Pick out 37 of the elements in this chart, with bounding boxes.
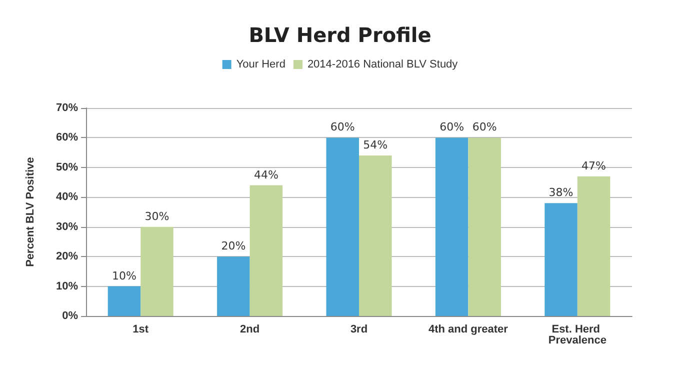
data-label: 30%: [144, 210, 170, 223]
bar: [435, 138, 468, 316]
data-label: 60%: [440, 120, 464, 134]
data-label: 20%: [221, 240, 246, 253]
bar: [577, 176, 610, 316]
x-tick-label: 1st: [132, 324, 149, 336]
y-axis-title: Percent BLV Positive: [24, 157, 36, 267]
y-tick-label: 0%: [62, 310, 78, 322]
y-tick-label: 10%: [56, 280, 78, 292]
data-label: 60%: [472, 120, 497, 134]
y-tick-label: 70%: [56, 102, 78, 114]
bar: [359, 156, 392, 316]
x-tick-label: 2nd: [240, 324, 260, 336]
data-label: 47%: [582, 159, 606, 172]
data-label: 44%: [254, 168, 278, 182]
x-tick-label: 3rd: [350, 324, 368, 336]
bar: [140, 226, 174, 316]
y-tick-label: 40%: [56, 191, 78, 204]
legend-label: 2014-2016 National BLV Study: [307, 58, 458, 70]
data-label: 10%: [112, 269, 136, 282]
x-tick-label: 4th and greater: [428, 324, 509, 336]
bar: [544, 203, 578, 316]
bar: [250, 185, 283, 316]
bar: [468, 138, 501, 316]
y-tick-label: 50%: [56, 161, 78, 174]
x-tick-label: Est. Herd Prevalence: [548, 324, 606, 346]
bar: [217, 256, 250, 316]
y-tick-label: 20%: [56, 250, 78, 263]
bar: [326, 138, 359, 316]
data-label: 38%: [548, 186, 574, 200]
legend-label: Your Herd: [236, 58, 286, 70]
data-label: 60%: [330, 120, 355, 134]
y-tick-label: 60%: [56, 132, 78, 144]
chart-title: BLV Herd Profile: [248, 23, 432, 47]
data-label: 54%: [363, 138, 388, 152]
y-tick-label: 30%: [56, 220, 78, 233]
bar: [108, 286, 141, 316]
